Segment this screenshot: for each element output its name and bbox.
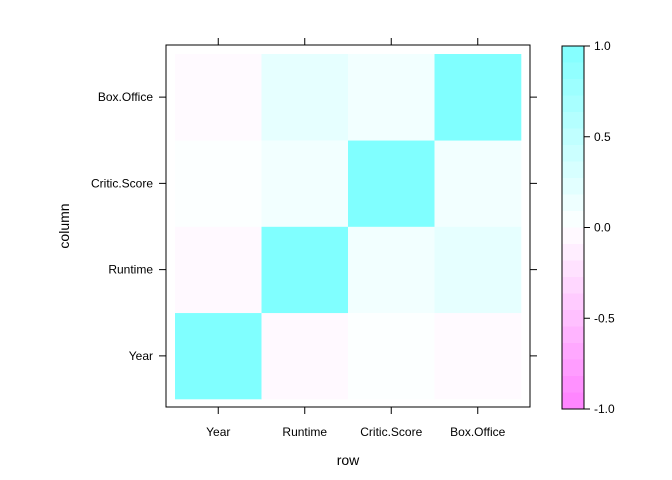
- x-tick-label: Runtime: [282, 425, 327, 439]
- heatmap-cell-Runtime-Critic.Score: [261, 140, 349, 227]
- colorbar-segment: [562, 326, 584, 344]
- x-axis-tick-labels: Year Runtime Critic.Score Box.Office: [206, 425, 506, 439]
- x-tick-label: Critic.Score: [360, 425, 422, 439]
- heatmap-cell-Box.Office-Box.Office: [434, 54, 522, 141]
- x-axis-title: row: [337, 452, 360, 468]
- colorbar-segment: [562, 194, 584, 212]
- heatmap-cell-Year-Runtime: [175, 226, 262, 314]
- heatmap-cell-Year-Critic.Score: [175, 140, 262, 227]
- colorbar-segment: [562, 62, 584, 80]
- heatmap-cell-Runtime-Box.Office: [261, 54, 349, 141]
- plot-panel-border: [165, 44, 531, 408]
- heatmap-cell-Box.Office-Runtime: [434, 226, 522, 314]
- heatmap-cell-Box.Office-Year: [434, 312, 522, 400]
- colorbar-segment: [562, 95, 584, 113]
- x-tick-label: Year: [206, 425, 230, 439]
- heatmap-cell-Year-Year: [175, 312, 262, 400]
- heatmap-cell-Critic.Score-Year: [348, 312, 435, 400]
- colorbar: [562, 46, 584, 410]
- x-tick-label: Box.Office: [450, 425, 505, 439]
- heatmap-cell-Runtime-Runtime: [261, 226, 349, 314]
- colorbar-tick-label: 0.0: [594, 221, 611, 235]
- heatmap-cell-Critic.Score-Box.Office: [348, 54, 435, 141]
- y-tick-label: Box.Office: [98, 90, 153, 104]
- colorbar-segment: [562, 260, 584, 278]
- colorbar-tick-label: 1.0: [594, 39, 611, 53]
- colorbar-tick-label: -0.5: [594, 311, 615, 325]
- colorbar-segment: [562, 343, 584, 360]
- colorbar-ticks: 1.0 0.5 0.0 -0.5 -1.0: [584, 39, 615, 416]
- colorbar-segment: [562, 145, 584, 162]
- heatmap-cells: [175, 54, 522, 400]
- colorbar-segment: [562, 79, 584, 96]
- heatmap-cell-Critic.Score-Critic.Score: [348, 140, 435, 227]
- colorbar-segment: [562, 277, 584, 294]
- colorbar-segment: [562, 310, 584, 327]
- colorbar-tick-label: 0.5: [594, 130, 611, 144]
- colorbar-segment: [562, 211, 584, 228]
- colorbar-segment: [562, 178, 584, 195]
- colorbar-segment: [562, 244, 584, 261]
- colorbar-segment: [562, 161, 584, 179]
- colorbar-segment: [562, 392, 584, 410]
- axis-ticks: [159, 38, 537, 414]
- y-tick-label: Year: [129, 349, 153, 363]
- colorbar-segment: [562, 112, 584, 129]
- y-tick-label: Critic.Score: [91, 176, 153, 190]
- colorbar-segment: [562, 128, 584, 146]
- y-axis-tick-labels: Year Runtime Critic.Score Box.Office: [91, 90, 153, 363]
- y-axis-title: column: [56, 203, 72, 248]
- heatmap-cell-Year-Box.Office: [175, 54, 262, 141]
- heatmap-cell-Critic.Score-Runtime: [348, 226, 435, 314]
- heatmap-cell-Box.Office-Critic.Score: [434, 140, 522, 227]
- heatmap-cell-Runtime-Year: [261, 312, 349, 400]
- y-tick-label: Runtime: [108, 263, 153, 277]
- colorbar-segment: [562, 359, 584, 377]
- colorbar-segment: [562, 293, 584, 311]
- colorbar-segment: [562, 46, 584, 63]
- colorbar-tick-label: -1.0: [594, 402, 615, 416]
- colorbar-segment: [562, 376, 584, 393]
- colorbar-segment: [562, 227, 584, 245]
